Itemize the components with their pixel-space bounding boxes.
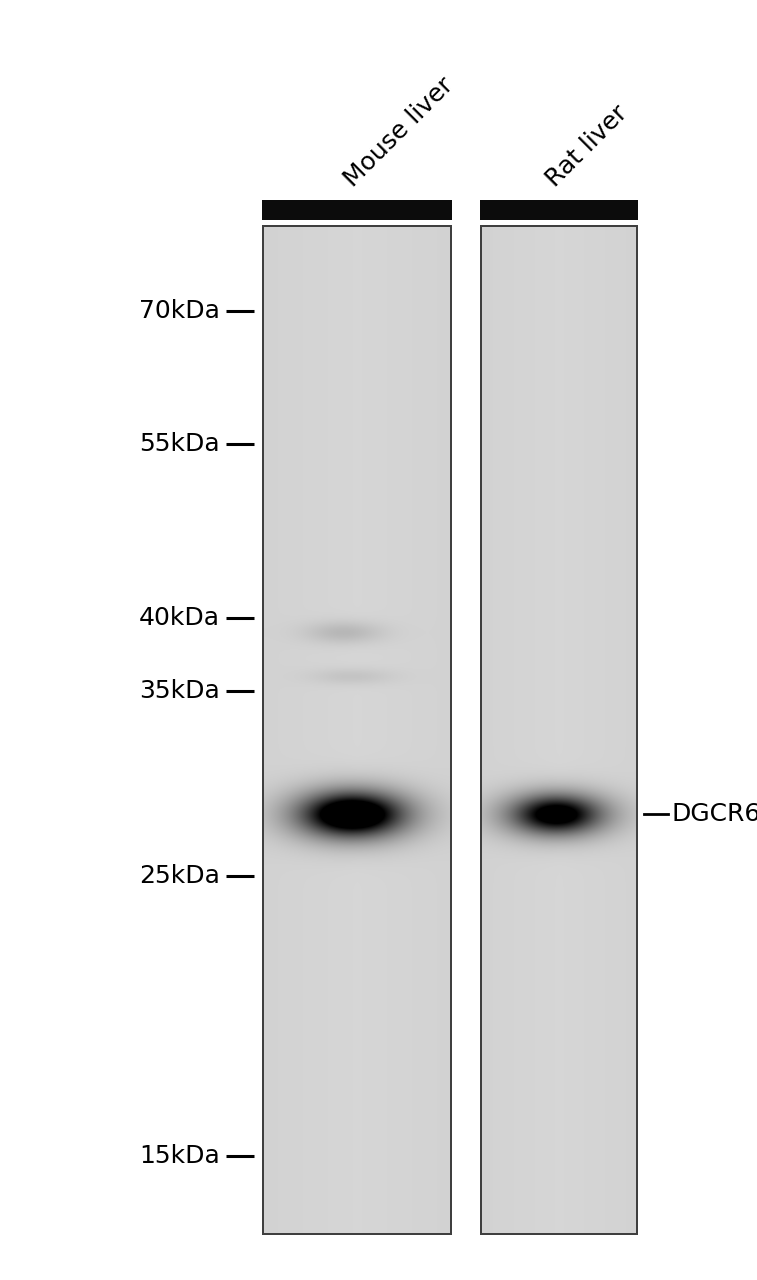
Text: 40kDa: 40kDa: [139, 605, 220, 630]
Text: 70kDa: 70kDa: [139, 300, 220, 323]
Text: 25kDa: 25kDa: [139, 864, 220, 888]
Text: 35kDa: 35kDa: [139, 678, 220, 703]
Text: 55kDa: 55kDa: [139, 431, 220, 456]
Text: Mouse liver: Mouse liver: [340, 73, 459, 192]
Text: Rat liver: Rat liver: [542, 101, 633, 192]
Text: DGCR6L: DGCR6L: [672, 803, 757, 826]
Text: 15kDa: 15kDa: [139, 1144, 220, 1167]
